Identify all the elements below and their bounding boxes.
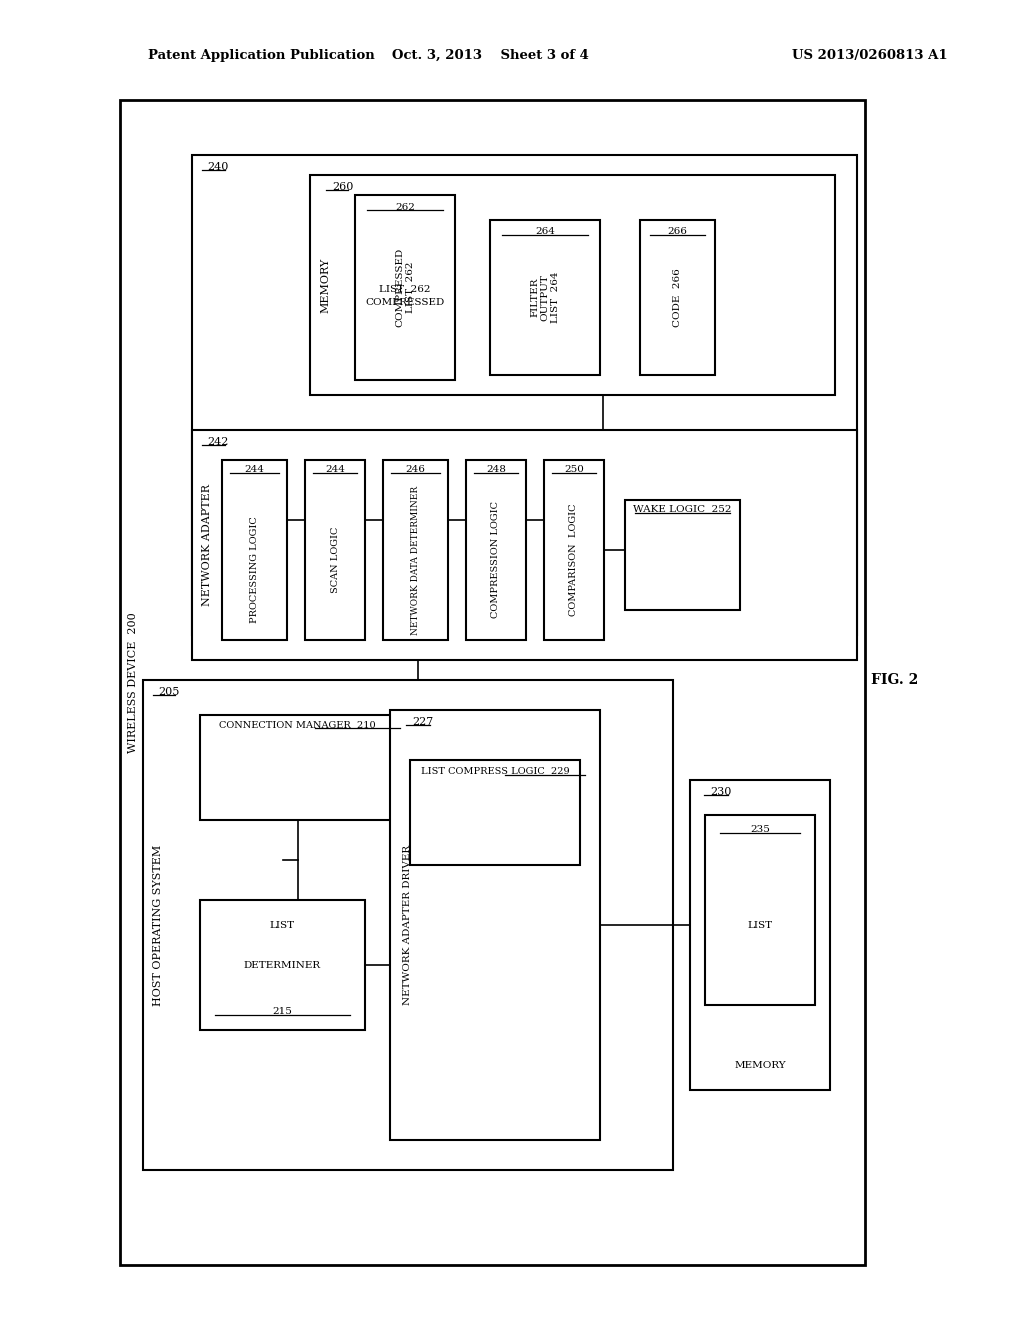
Bar <box>410 760 580 865</box>
Bar <box>193 430 857 660</box>
Text: 246: 246 <box>406 466 425 474</box>
Bar <box>390 710 600 1140</box>
Bar <box>625 500 740 610</box>
Text: LIST COMPRESS LOGIC  229: LIST COMPRESS LOGIC 229 <box>421 767 569 776</box>
Text: FIG. 2: FIG. 2 <box>871 673 919 686</box>
Text: 230: 230 <box>710 787 731 797</box>
Bar <box>222 459 287 640</box>
Text: 264: 264 <box>536 227 555 236</box>
Bar <box>383 459 449 640</box>
Text: 250: 250 <box>564 466 584 474</box>
Text: NETWORK ADAPTER DRIVER: NETWORK ADAPTER DRIVER <box>402 845 412 1005</box>
Bar <box>640 220 715 375</box>
Text: WIRELESS DEVICE  200: WIRELESS DEVICE 200 <box>128 612 138 752</box>
Text: 240: 240 <box>207 162 228 172</box>
Text: DETERMINER: DETERMINER <box>244 961 322 969</box>
Bar <box>466 459 526 640</box>
Bar <box>310 176 835 395</box>
Text: COMPRESSED: COMPRESSED <box>366 298 444 308</box>
Bar <box>490 220 600 375</box>
Text: LIST: LIST <box>748 920 772 929</box>
Text: 262: 262 <box>395 202 415 211</box>
Text: PROCESSING LOGIC: PROCESSING LOGIC <box>250 516 259 623</box>
Text: NETWORK DATA DETERMINER: NETWORK DATA DETERMINER <box>411 486 420 635</box>
Bar <box>690 780 830 1090</box>
Text: 235: 235 <box>750 825 770 834</box>
Text: FILTER
OUTPUT
LIST  264: FILTER OUTPUT LIST 264 <box>530 272 560 323</box>
Text: LIST  262: LIST 262 <box>379 285 431 294</box>
Text: MEMORY: MEMORY <box>319 257 330 313</box>
Text: Patent Application Publication: Patent Application Publication <box>148 49 375 62</box>
Text: CODE  266: CODE 266 <box>673 268 682 327</box>
Text: 244: 244 <box>245 466 264 474</box>
Bar <box>305 459 365 640</box>
Text: 260: 260 <box>332 182 353 191</box>
Text: MEMORY: MEMORY <box>734 1060 785 1069</box>
Text: COMPARISON  LOGIC: COMPARISON LOGIC <box>569 504 579 616</box>
Bar <box>544 459 604 640</box>
Text: COMPRESSION LOGIC: COMPRESSION LOGIC <box>492 502 501 619</box>
Text: SCAN LOGIC: SCAN LOGIC <box>331 527 340 593</box>
Bar <box>200 900 365 1030</box>
Text: WAKE LOGIC  252: WAKE LOGIC 252 <box>633 506 732 515</box>
Text: NETWORK ADAPTER: NETWORK ADAPTER <box>202 484 212 606</box>
Bar <box>120 100 865 1265</box>
Text: LIST: LIST <box>270 920 295 929</box>
Bar <box>200 715 395 820</box>
Text: COMPRESSED
LIST  262: COMPRESSED LIST 262 <box>395 248 415 327</box>
Text: 266: 266 <box>668 227 687 236</box>
Text: 244: 244 <box>325 466 345 474</box>
Text: HOST OPERATING SYSTEM: HOST OPERATING SYSTEM <box>153 845 163 1006</box>
Bar <box>355 195 455 380</box>
Bar <box>705 814 815 1005</box>
Text: 242: 242 <box>207 437 228 447</box>
Bar <box>143 680 673 1170</box>
Text: 215: 215 <box>272 1007 293 1016</box>
Text: 227: 227 <box>412 717 433 727</box>
Text: 205: 205 <box>158 686 179 697</box>
Text: 248: 248 <box>486 466 506 474</box>
Text: CONNECTION MANAGER  210: CONNECTION MANAGER 210 <box>219 721 376 730</box>
Text: US 2013/0260813 A1: US 2013/0260813 A1 <box>793 49 948 62</box>
Bar <box>193 154 857 635</box>
Text: Oct. 3, 2013    Sheet 3 of 4: Oct. 3, 2013 Sheet 3 of 4 <box>391 49 589 62</box>
